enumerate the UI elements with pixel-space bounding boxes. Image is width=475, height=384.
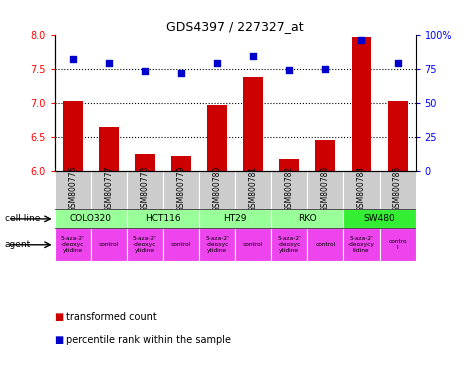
Text: HT29: HT29 <box>223 214 247 223</box>
Text: GSM800782: GSM800782 <box>285 166 294 212</box>
Bar <box>271 171 307 209</box>
Bar <box>352 36 371 171</box>
Text: GSM800781: GSM800781 <box>249 166 257 212</box>
Point <box>177 70 185 76</box>
Bar <box>380 171 416 209</box>
Bar <box>279 159 299 171</box>
Point <box>358 37 365 43</box>
Text: RKO: RKO <box>298 214 317 223</box>
Text: control: control <box>171 242 191 247</box>
Text: GSM800780: GSM800780 <box>213 166 221 212</box>
Bar <box>207 105 227 171</box>
Point <box>322 66 329 72</box>
Text: cell line: cell line <box>5 214 40 223</box>
Point <box>394 60 401 66</box>
Bar <box>343 171 380 209</box>
Bar <box>343 209 416 228</box>
Bar <box>127 209 199 228</box>
Bar <box>271 228 307 261</box>
Text: transformed count: transformed count <box>66 312 157 322</box>
Text: GSM800779: GSM800779 <box>177 166 185 212</box>
Text: GSM800776: GSM800776 <box>68 166 77 212</box>
Text: 5-aza-2'
-deoxyc
ytidine: 5-aza-2' -deoxyc ytidine <box>205 237 229 253</box>
Bar <box>99 126 119 171</box>
Text: control: control <box>315 242 335 247</box>
Text: GSM800784: GSM800784 <box>357 166 366 212</box>
Bar <box>127 171 163 209</box>
Text: contro
l: contro l <box>388 239 407 250</box>
Bar <box>243 77 263 171</box>
Bar <box>163 228 199 261</box>
Bar <box>235 171 271 209</box>
Bar <box>315 140 335 171</box>
Text: 5-aza-2'
-deoxyc
ytidine: 5-aza-2' -deoxyc ytidine <box>133 237 157 253</box>
Bar <box>91 228 127 261</box>
Text: ■: ■ <box>55 335 67 345</box>
Bar <box>307 228 343 261</box>
Bar <box>307 171 343 209</box>
Bar <box>163 171 199 209</box>
Bar <box>380 228 416 261</box>
Point <box>285 67 293 73</box>
Text: HCT116: HCT116 <box>145 214 180 223</box>
Bar <box>63 101 83 171</box>
Point <box>105 60 113 66</box>
Bar <box>271 209 343 228</box>
Text: SW480: SW480 <box>364 214 395 223</box>
Bar <box>235 228 271 261</box>
Bar <box>343 228 380 261</box>
Bar <box>199 228 235 261</box>
Bar <box>55 228 91 261</box>
Point <box>141 68 149 74</box>
Text: GSM800783: GSM800783 <box>321 166 330 212</box>
Text: 5-aza-2'
-deoxyc
ytidine: 5-aza-2' -deoxyc ytidine <box>61 237 85 253</box>
Text: 5-aza-2'
-deoxyc
ytidine: 5-aza-2' -deoxyc ytidine <box>277 237 301 253</box>
Bar <box>199 209 271 228</box>
Text: agent: agent <box>5 240 31 249</box>
Bar <box>199 171 235 209</box>
Text: control: control <box>99 242 119 247</box>
Bar <box>135 154 155 171</box>
Bar <box>55 171 91 209</box>
Bar <box>55 209 127 228</box>
Text: GSM800777: GSM800777 <box>104 166 113 212</box>
Text: percentile rank within the sample: percentile rank within the sample <box>66 335 231 345</box>
Text: COLO320: COLO320 <box>70 214 112 223</box>
Bar <box>171 156 191 171</box>
Text: GSM800785: GSM800785 <box>393 166 402 212</box>
Text: control: control <box>243 242 263 247</box>
Title: GDS4397 / 227327_at: GDS4397 / 227327_at <box>166 20 304 33</box>
Text: ■: ■ <box>55 312 67 322</box>
Bar <box>91 171 127 209</box>
Bar <box>388 101 408 171</box>
Point <box>69 56 76 62</box>
Bar <box>127 228 163 261</box>
Text: GSM800778: GSM800778 <box>141 166 149 212</box>
Point <box>213 60 221 66</box>
Text: 5-aza-2'
-deoxycy
tidine: 5-aza-2' -deoxycy tidine <box>348 237 375 253</box>
Point <box>249 53 257 60</box>
